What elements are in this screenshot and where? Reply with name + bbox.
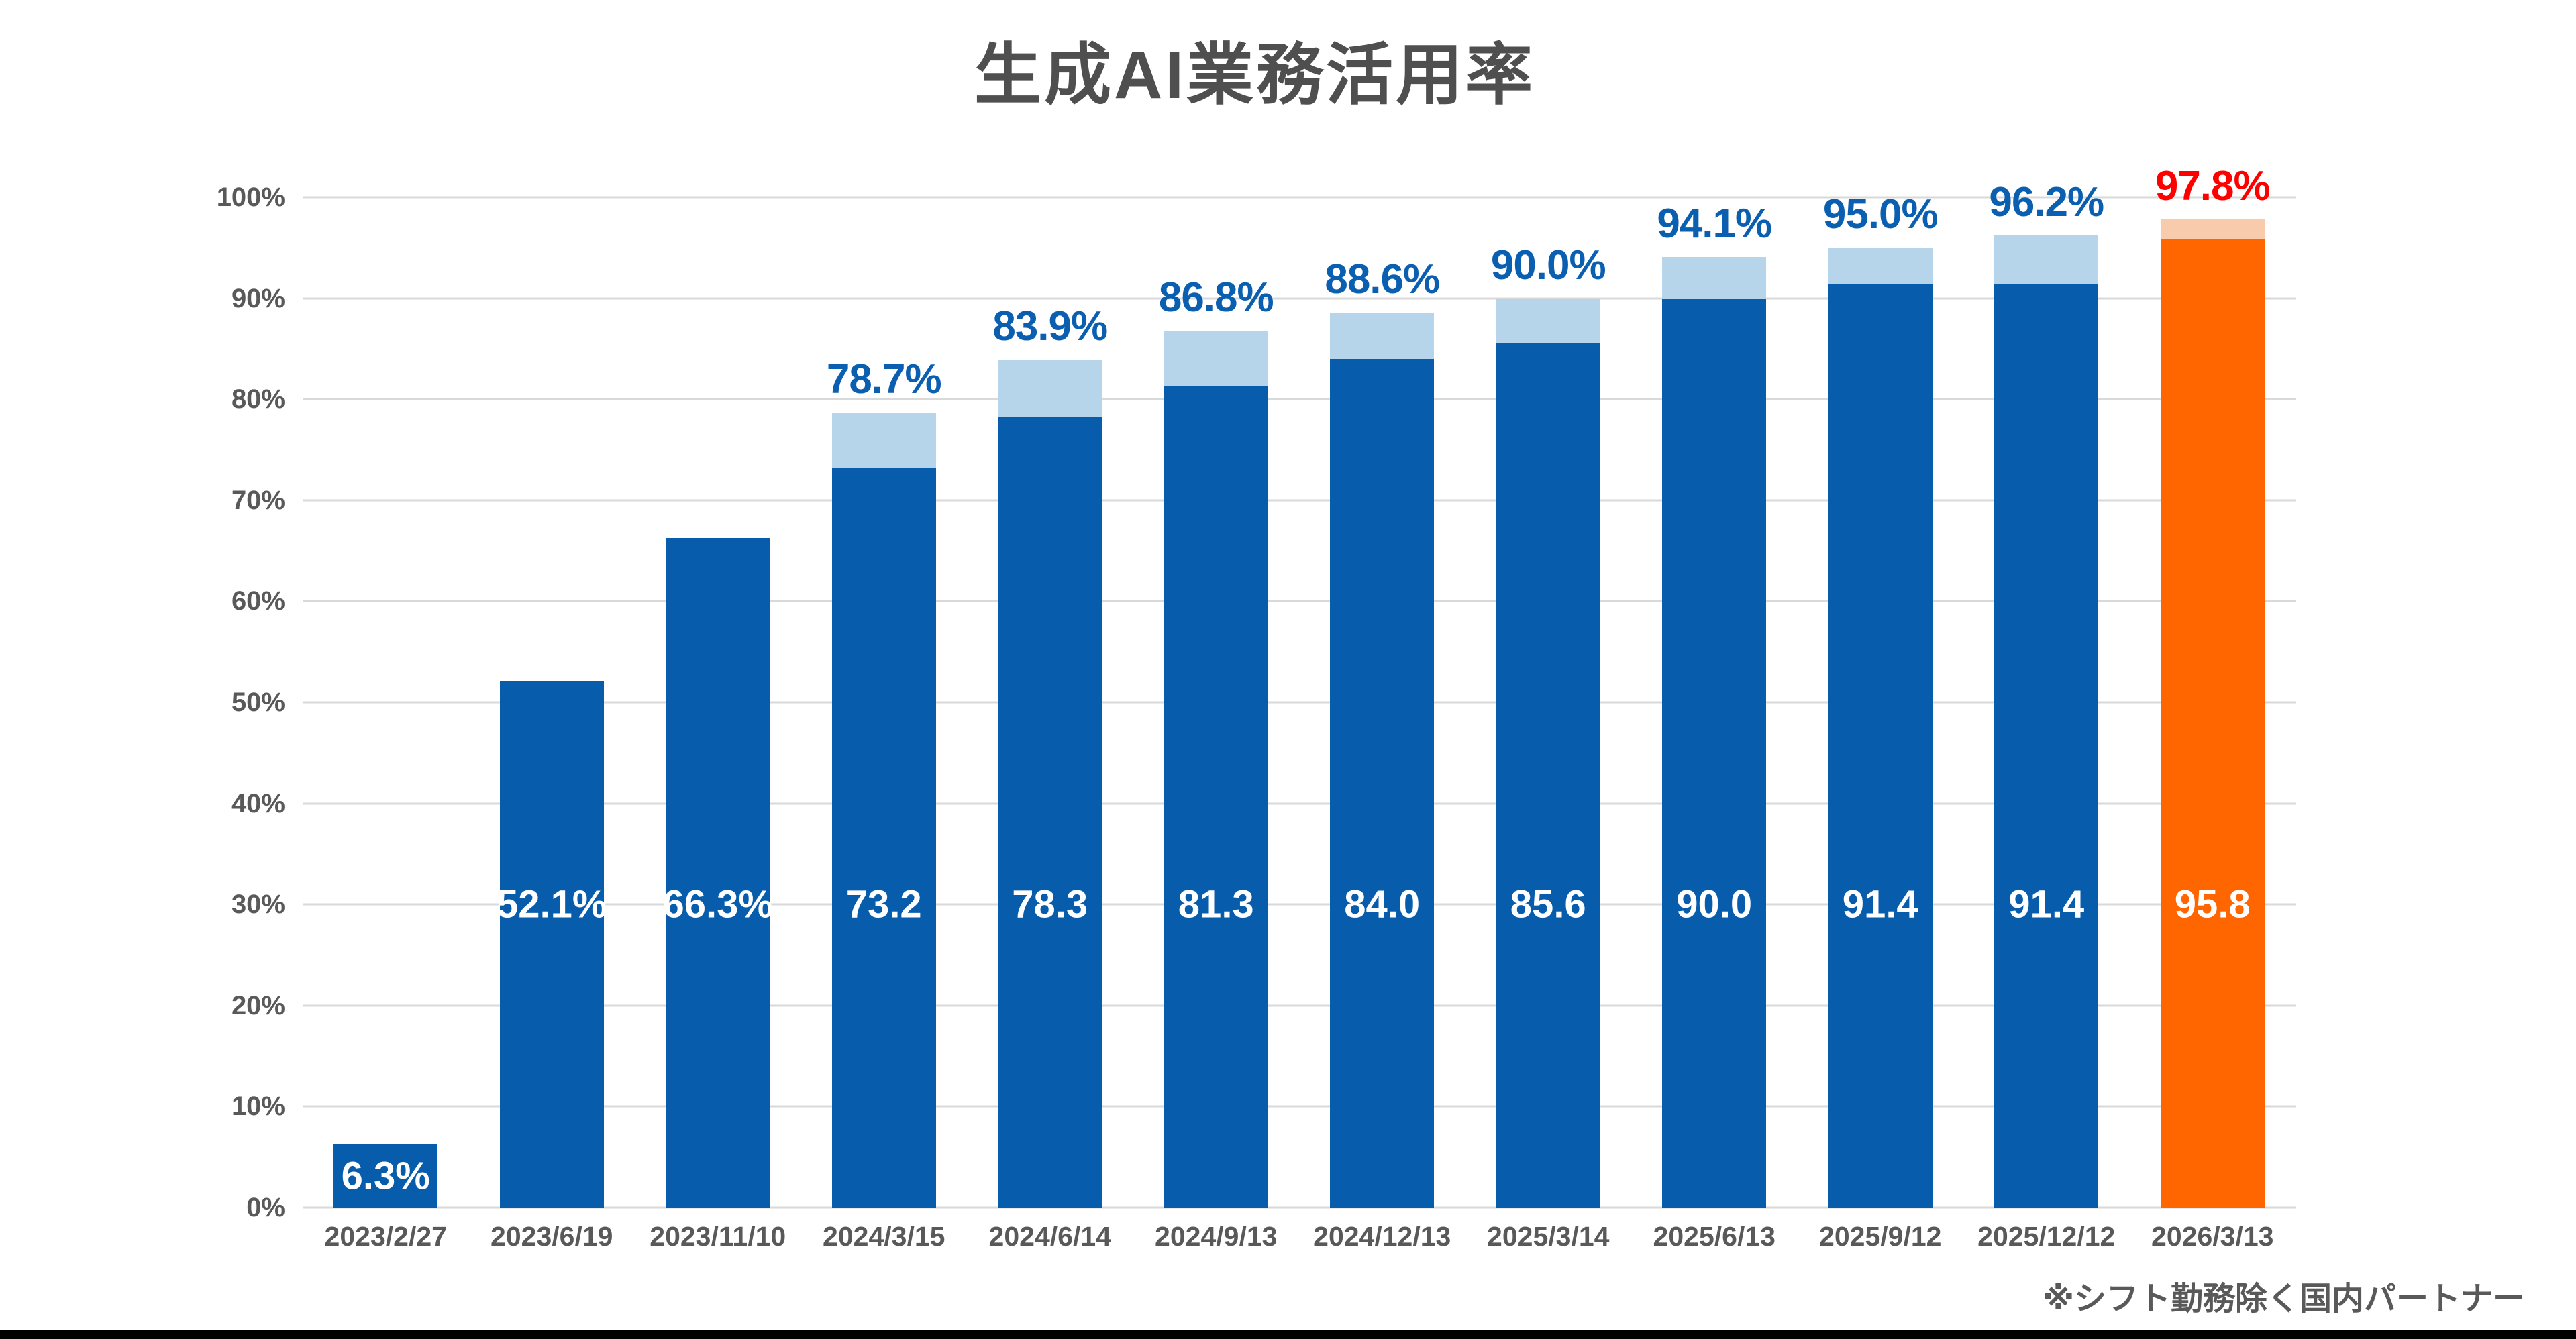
y-tick-label: 80% — [231, 384, 285, 415]
bar-segment-cap — [2160, 219, 2265, 240]
y-tick-label: 70% — [231, 485, 285, 515]
gridline — [303, 196, 2296, 199]
bar-segment-main — [1164, 386, 1268, 1208]
bar-segment-main — [1828, 284, 1933, 1208]
bar-column: 84.0 88.6% — [1325, 197, 1440, 1208]
bar-top-label: 83.9% — [992, 303, 1108, 350]
bar-segment-cap — [831, 412, 936, 468]
bar-top-label: 90.0% — [1490, 242, 1606, 288]
bottom-black-bar — [0, 1330, 2576, 1339]
x-tick-label: 2025/12/12 — [1977, 1221, 2116, 1252]
gridline — [303, 1105, 2296, 1108]
bar-segment-main — [1330, 358, 1435, 1208]
y-axis: 0% 10% 20% 30% 40% 50% 60% 70% 80% 90% 100% — [101, 184, 285, 1221]
bar-top-label: 95.0% — [1822, 191, 1939, 238]
x-tick-label: 2024/3/15 — [823, 1221, 945, 1252]
gridline — [303, 600, 2296, 602]
bar-segment-cap — [998, 360, 1102, 417]
bar-segment-main — [1662, 298, 1767, 1208]
bar-inner-label: 73.2 — [845, 882, 922, 926]
bar-segment-main — [499, 681, 604, 1208]
bar-segment-main — [998, 416, 1102, 1208]
bar-segment-cap — [1828, 248, 1933, 284]
bar-inner-label: 95.8 — [2174, 882, 2251, 926]
x-tick-label: 2025/3/14 — [1487, 1221, 1610, 1252]
bar-column: 95.8 97.8% — [2155, 163, 2271, 1208]
bar-top-label: 94.1% — [1657, 200, 1772, 247]
gridline — [303, 802, 2296, 805]
gridline — [303, 398, 2296, 400]
bar-segment-main — [1994, 284, 2099, 1208]
bar-segment-main — [831, 468, 936, 1208]
x-tick-label: 2025/6/13 — [1653, 1221, 1775, 1252]
bar-segment-main — [1496, 342, 1600, 1208]
bar-segment-main — [333, 1144, 438, 1208]
bar-top-label: 97.8% — [2155, 163, 2271, 210]
plot-area: 6.3% 2023/2/27 52.1% 2023/6/19 66.3% 2023/11/… — [303, 163, 2296, 1252]
x-tick-label: 2024/12/13 — [1313, 1221, 1451, 1252]
bar-column: 78.3 83.9% — [992, 197, 1108, 1208]
gridline — [303, 701, 2296, 704]
x-tick-label: 2023/11/10 — [650, 1221, 786, 1252]
bar-column: 81.3 86.8% — [1159, 197, 1274, 1208]
bar-column: 91.4 95.0% — [1823, 191, 1939, 1208]
y-tick-label: 40% — [231, 788, 285, 818]
bar-inner-label: 84.0 — [1344, 882, 1421, 926]
bar-segment-main — [666, 537, 770, 1208]
bar-inner-label: 6.3% — [341, 1154, 430, 1198]
bar-column: 85.6 90.0% — [1491, 197, 1606, 1208]
bar-column: 73.2 78.7% — [827, 197, 942, 1208]
bar-inner-label: 91.4 — [2008, 882, 2085, 926]
bar-inner-label: 78.3 — [1012, 882, 1088, 926]
y-tick-label: 30% — [231, 890, 285, 920]
x-tick-label: 2024/9/13 — [1155, 1221, 1278, 1252]
bar-top-label: 78.7% — [826, 356, 942, 403]
gridline — [303, 499, 2296, 502]
y-tick-label: 10% — [231, 1091, 285, 1122]
x-tick-label: 2025/9/12 — [1819, 1221, 1942, 1252]
bar-segment-cap — [1662, 256, 1767, 299]
bar-column: 6.3% — [333, 197, 438, 1208]
bar-inner-label: 90.0 — [1676, 882, 1753, 926]
bar-inner-label: 52.1% — [497, 882, 607, 926]
gridline — [303, 297, 2296, 300]
bar-inner-label: 66.3% — [662, 882, 773, 926]
bar-column: 52.1% — [497, 197, 607, 1208]
bar-top-label: 96.2% — [1989, 179, 2104, 226]
bar-top-label: 88.6% — [1325, 256, 1440, 303]
bar-column: 66.3% — [662, 197, 773, 1208]
bar-top-label: 86.8% — [1158, 274, 1274, 321]
bar-segment-cap — [1496, 298, 1600, 343]
bar-segment-cap — [1330, 312, 1435, 359]
y-tick-label: 100% — [216, 182, 285, 212]
y-tick-label: 60% — [231, 586, 285, 617]
y-tick-label: 20% — [231, 990, 285, 1020]
y-tick-label: 50% — [231, 688, 285, 717]
gridline — [303, 903, 2296, 906]
chart-title: 生成AI業務活用率 — [974, 38, 1535, 113]
x-tick-label: 2026/3/13 — [2151, 1221, 2274, 1252]
bar-inner-label: 81.3 — [1178, 882, 1254, 926]
bar-segment-main — [2160, 239, 2265, 1208]
y-tick-label: 0% — [246, 1193, 285, 1222]
bar-column: 91.4 96.2% — [1989, 179, 2104, 1208]
x-tick-label: 2023/6/19 — [491, 1221, 613, 1252]
bar-column: 90.0 94.1% — [1657, 197, 1772, 1208]
gridline — [303, 1004, 2296, 1007]
x-tick-label: 2023/2/27 — [324, 1221, 447, 1252]
bar-segment-cap — [1994, 235, 2099, 284]
bar-inner-label: 91.4 — [1842, 882, 1918, 926]
footnote: ※シフト勤務除く国内パートナー — [2043, 1281, 2525, 1317]
bar-segment-cap — [1164, 330, 1268, 386]
bar-inner-label: 85.6 — [1510, 882, 1586, 926]
x-tick-label: 2024/6/14 — [988, 1221, 1111, 1252]
gridline — [303, 1206, 2296, 1209]
y-tick-label: 90% — [231, 283, 285, 313]
